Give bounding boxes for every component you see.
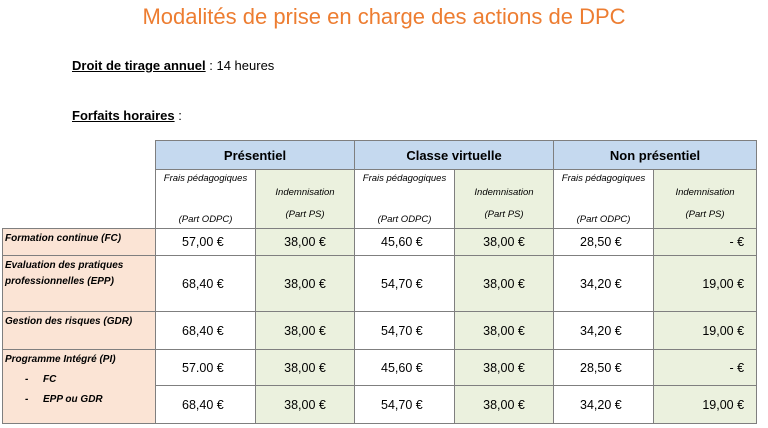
cell-value: 38,00 € [453,349,555,386]
pi-list: FC EPP ou GDR [5,370,153,410]
sub-frais-top: Frais pédagogiques [163,173,248,184]
cell-value: 28,50 € [553,349,655,386]
cell-value: 38,00 € [255,255,355,312]
cell-value: 68,40 € [155,311,256,350]
cell-value: 68,40 € [155,255,256,312]
cell-value: 38,00 € [255,311,355,350]
cell-value: 38,00 € [255,385,355,424]
sub-ind: Indemnisation (Part PS) [653,169,758,229]
group-classe-virtuelle: Classe virtuelle [353,140,555,170]
sub-frais-bot: (Part ODPC) [377,214,432,225]
table-row-fc: Formation continue (FC) 57,00 € 38,00 € … [2,228,758,256]
cell-value: 34,20 € [553,255,655,312]
sub-header-row: Frais pédagogiques (Part ODPC) Indemnisat… [2,169,758,229]
sub-frais: Frais pédagogiques (Part ODPC) [354,169,455,229]
blank-cell [2,169,156,229]
cell-value: 38,00 € [255,349,355,386]
sub-ind-top: Indemnisation [275,187,335,198]
cell-value: - € [653,228,758,256]
table-row-gdr: Gestion des risques (GDR) 68,40 € 38,00 … [2,311,758,350]
sub-ind-top: Indemnisation [675,187,735,198]
cell-value: 19,00 € [653,255,758,312]
group-non-presentiel: Non présentiel [553,140,758,170]
sub-ind-bot: (Part PS) [484,209,524,220]
forfaits-suffix: : [174,108,182,123]
cell-value: 38,00 € [453,228,555,256]
table-row-epp: Evaluation des pratiques professionnelle… [2,255,758,312]
page-title: Modalités de prise en charge des actions… [142,4,626,29]
blank-cell [2,140,156,170]
table-row-pi-epp: 68,40 € 38,00 € 54,70 € 38,00 € 34,20 € … [3,385,758,424]
table-row-pi-fc: Programme Intégré (PI) FC EPP ou GDR 57.… [2,349,758,424]
cell-value: 38,00 € [453,255,555,312]
cell-value: 68,40 € [155,385,256,424]
row-label: Formation continue (FC) [2,228,156,256]
cell-value: 57.00 € [155,349,256,386]
forfaits-table: Présentiel Classe virtuelle Non présenti… [2,140,758,424]
sub-frais: Frais pédagogiques (Part ODPC) [553,169,655,229]
cell-value: 38,00 € [453,385,555,424]
cell-value: 19,00 € [653,385,758,424]
sub-ind: Indemnisation (Part PS) [255,169,355,229]
cell-value: 54,70 € [354,255,455,312]
cell-value: 57,00 € [155,228,256,256]
sub-frais-top: Frais pédagogiques [362,173,447,184]
cell-value: 54,70 € [354,311,455,350]
droit-value: : 14 heures [205,58,275,73]
row-label: Gestion des risques (GDR) [2,311,156,350]
sub-ind-bot: (Part PS) [685,209,725,220]
sub-ind: Indemnisation (Part PS) [453,169,555,229]
group-header-row: Présentiel Classe virtuelle Non présenti… [2,140,758,170]
sub-ind-bot: (Part PS) [285,209,325,220]
forfaits-line: Forfaits horaires : [72,108,182,123]
cell-value: 19,00 € [653,311,758,350]
row-label: Evaluation des pratiques professionnelle… [2,255,156,312]
droit-line: Droit de tirage annuel : 14 heures [72,58,274,73]
sub-ind-top: Indemnisation [474,187,534,198]
cell-value: 38,00 € [255,228,355,256]
group-presentiel: Présentiel [155,140,355,170]
cell-value: 45,60 € [354,228,455,256]
forfaits-label: Forfaits horaires [72,108,175,123]
sub-frais-bot: (Part ODPC) [178,214,233,225]
cell-value: 38,00 € [453,311,555,350]
cell-value: - € [653,349,758,386]
cell-value: 54,70 € [354,385,455,424]
droit-label: Droit de tirage annuel [72,58,206,73]
row-label-pi: Programme Intégré (PI) FC EPP ou GDR [2,349,156,424]
sub-frais-top: Frais pédagogiques [561,173,646,184]
cell-value: 34,20 € [553,385,655,424]
cell-value: 34,20 € [553,311,655,350]
cell-value: 45,60 € [354,349,455,386]
sub-frais-bot: (Part ODPC) [576,214,631,225]
cell-value: 28,50 € [553,228,655,256]
sub-frais: Frais pédagogiques (Part ODPC) [155,169,256,229]
pi-label: Programme Intégré (PI) [5,354,116,365]
pi-item-fc: FC [25,370,153,390]
pi-item-epp-gdr: EPP ou GDR [25,390,153,410]
